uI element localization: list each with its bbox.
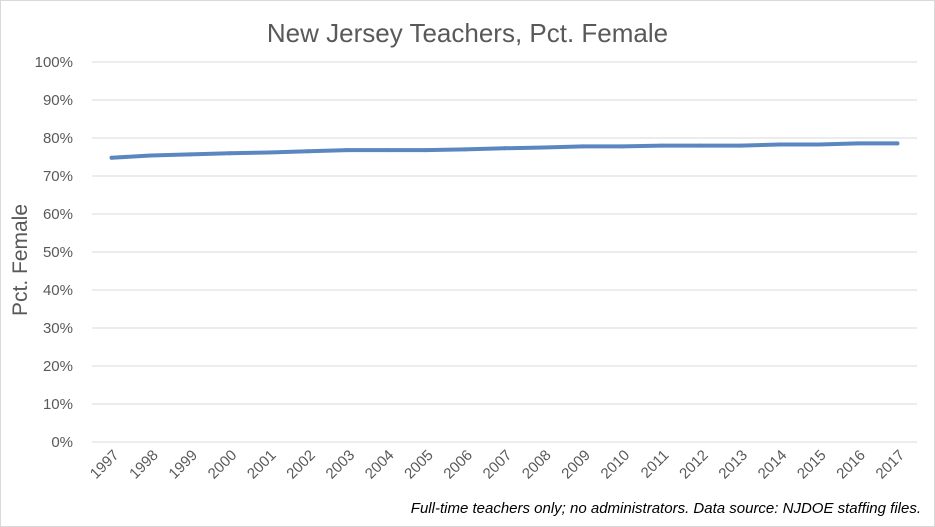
data-point — [345, 148, 350, 153]
data-point — [620, 144, 625, 149]
x-tick-label: 2017 — [873, 447, 909, 483]
x-tick-label: 2001 — [244, 447, 280, 483]
x-tick-label: 1998 — [126, 447, 162, 483]
x-tick-label: 1999 — [165, 447, 201, 483]
data-point — [777, 142, 782, 147]
data-point — [895, 141, 900, 146]
data-point — [266, 150, 271, 155]
y-tick-label: 0% — [51, 434, 73, 451]
data-point — [109, 155, 114, 160]
data-point — [188, 152, 193, 157]
gridlines — [92, 61, 917, 443]
data-point — [227, 151, 232, 156]
data-point — [856, 141, 861, 146]
y-tick-label: 80% — [43, 130, 73, 147]
y-tick-label: 100% — [35, 54, 73, 71]
data-point — [306, 149, 311, 154]
series-layer — [109, 141, 900, 160]
source-footnote: Full-time teachers only; no administrato… — [410, 500, 921, 517]
data-point — [738, 143, 743, 148]
data-point — [463, 147, 468, 152]
y-tick-label: 50% — [43, 244, 73, 261]
data-point — [148, 153, 153, 158]
x-tick-label: 2002 — [283, 447, 319, 483]
y-tick-label: 40% — [43, 282, 73, 299]
x-tick-label: 2003 — [323, 447, 359, 483]
y-tick-label: 70% — [43, 168, 73, 185]
data-point — [384, 148, 389, 153]
x-tick-label: 2008 — [519, 447, 555, 483]
data-point — [816, 142, 821, 147]
y-tick-label: 90% — [43, 92, 73, 109]
x-tick-label: 2006 — [440, 447, 476, 483]
chart-title: New Jersey Teachers, Pct. Female — [266, 18, 669, 48]
data-point — [659, 143, 664, 148]
data-point — [581, 144, 586, 149]
x-tick-label: 2014 — [755, 447, 791, 483]
x-tick-label: 2007 — [480, 447, 516, 483]
x-tick-label: 2016 — [833, 447, 869, 483]
x-tick-label: 2015 — [794, 447, 830, 483]
data-point — [502, 146, 507, 151]
x-axis-ticks: 1997 1998 1999 2000 2001 2002 2003 2004 2005 2006… — [87, 447, 908, 483]
x-tick-label: 1997 — [87, 447, 123, 483]
x-tick-label: 2009 — [558, 447, 594, 483]
y-axis-ticks: 0% 10% 20% 30% 40% 50% 60% 70% 80% 90% 100% — [35, 54, 73, 451]
x-tick-label: 2011 — [638, 447, 673, 482]
y-tick-label: 10% — [43, 396, 73, 413]
data-point — [698, 143, 703, 148]
y-tick-label: 60% — [43, 206, 73, 223]
x-tick-label: 2004 — [362, 447, 398, 483]
x-tick-label: 2012 — [676, 447, 712, 483]
x-tick-label: 2005 — [401, 447, 437, 483]
data-point — [423, 148, 428, 153]
data-point — [541, 145, 546, 150]
x-tick-label: 2000 — [205, 447, 241, 483]
y-tick-label: 20% — [43, 358, 73, 375]
x-tick-label: 2013 — [715, 447, 751, 483]
x-tick-label: 2010 — [598, 447, 634, 483]
y-tick-label: 30% — [43, 320, 73, 337]
y-axis-title: Pct. Female — [9, 204, 32, 316]
